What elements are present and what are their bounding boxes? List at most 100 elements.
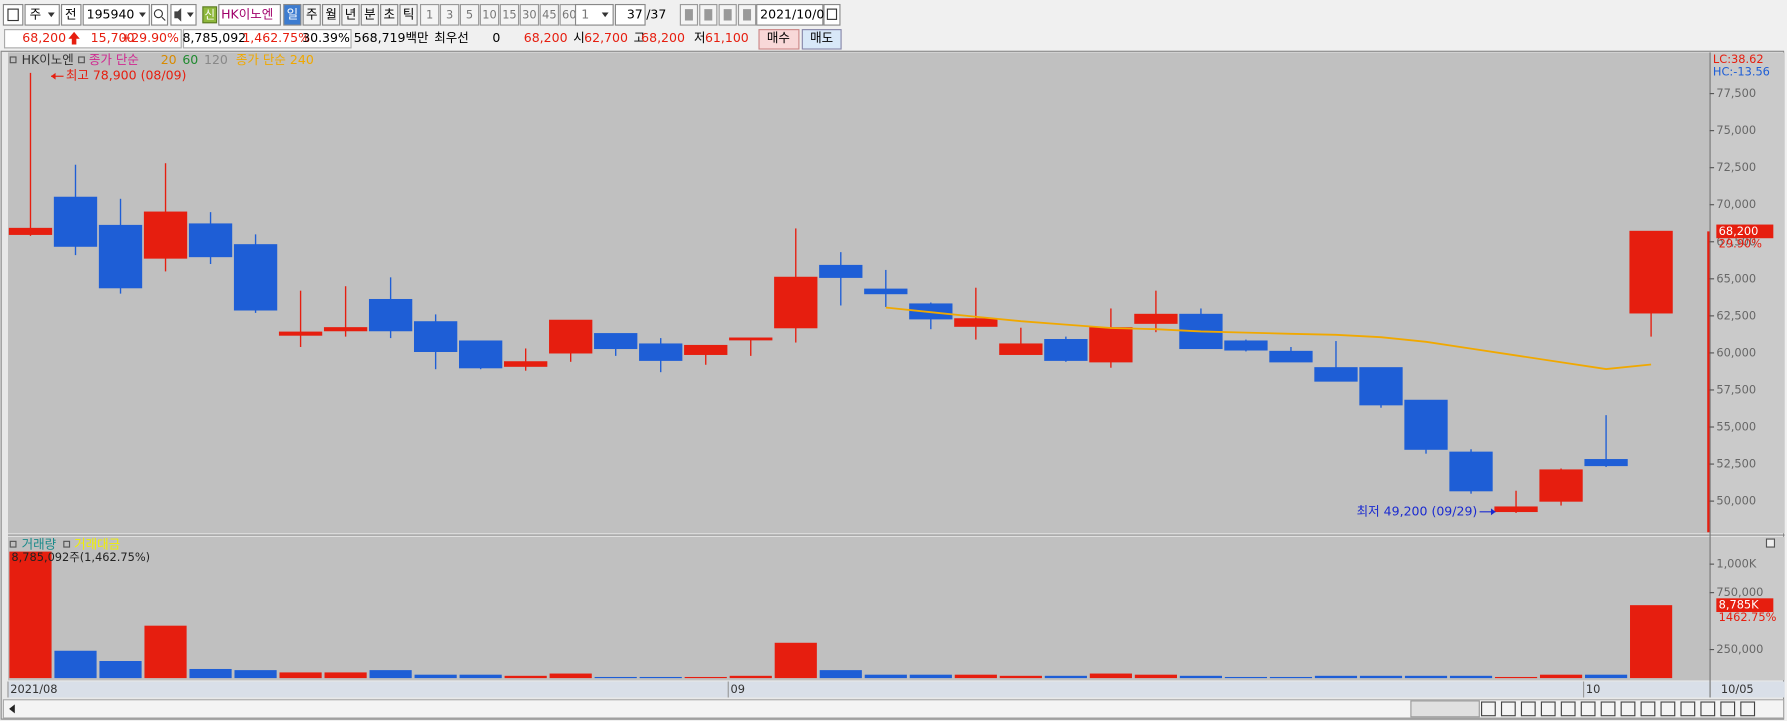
volume-bar (594, 676, 637, 679)
sell-button[interactable] (801, 29, 842, 50)
search-button[interactable] (151, 3, 169, 26)
period-button-text[interactable]: 초 (383, 6, 395, 21)
toolbar-icon[interactable] (1500, 701, 1516, 717)
period-button[interactable] (321, 3, 341, 26)
period-button[interactable] (360, 3, 379, 26)
buy-text[interactable]: 매수 (767, 30, 790, 45)
period-select[interactable] (24, 3, 60, 26)
toolbar-icon[interactable] (1720, 701, 1736, 717)
period-button[interactable] (380, 3, 399, 26)
interval-button[interactable] (459, 3, 480, 26)
interval-button-text[interactable]: 30 (522, 7, 536, 21)
interval-button-text[interactable]: 15 (502, 7, 516, 21)
interval-button[interactable] (539, 3, 560, 26)
candle-body (999, 343, 1043, 355)
sound-button[interactable] (170, 3, 197, 26)
count-input[interactable] (614, 3, 646, 26)
interval-button-text[interactable]: 1 (426, 7, 433, 21)
toolbar-icon[interactable] (1580, 701, 1596, 717)
x-axis-panel (7, 681, 1785, 698)
period-button[interactable] (341, 3, 360, 26)
toolbar-icon[interactable] (1700, 701, 1716, 717)
candle-body (594, 333, 638, 350)
scrollbar[interactable] (2, 699, 1785, 719)
quote-box (182, 29, 352, 49)
interval-button[interactable] (439, 3, 460, 26)
interval-button-text[interactable]: 10 (482, 7, 496, 21)
interval-button[interactable] (419, 3, 440, 26)
period-button-text[interactable]: 분 (364, 6, 376, 21)
toolbar-icon[interactable] (1640, 701, 1656, 717)
interval-button[interactable] (479, 3, 500, 26)
legend-box (9, 540, 17, 548)
dropdown-arrow (139, 12, 146, 18)
y-tick-label: 77,500 (1716, 86, 1756, 100)
unit-select[interactable] (574, 3, 614, 26)
period-button-text[interactable]: 월 (325, 6, 337, 21)
interval-button-text[interactable]: 45 (542, 7, 556, 21)
y-tick-label: 57,500 (1716, 382, 1756, 396)
scroll-thumb[interactable] (1410, 700, 1480, 718)
volume-bar (1449, 675, 1493, 679)
interval-button-text[interactable]: 60 (562, 7, 576, 21)
stock-name-box[interactable] (218, 3, 281, 26)
date-input[interactable] (756, 3, 824, 26)
candle-body (1134, 313, 1178, 324)
period-button[interactable] (399, 3, 418, 26)
volume-bar (1134, 674, 1177, 679)
period-button-text[interactable]: 틱 (403, 6, 415, 21)
code-input[interactable] (82, 3, 150, 26)
toolbar-icon[interactable] (1481, 701, 1496, 717)
toolbar-icon[interactable] (1600, 701, 1616, 717)
volume-bar (504, 675, 547, 679)
volume-bar (1269, 676, 1313, 679)
interval-button[interactable] (499, 3, 520, 26)
candle-body (1449, 451, 1493, 492)
legend-box (9, 56, 17, 64)
volume-bar (729, 675, 772, 679)
low: 61,100 (705, 30, 749, 45)
interval-button-text[interactable]: 5 (466, 7, 473, 21)
interval-button-text[interactable]: 3 (446, 7, 453, 21)
indicator-hc: HC:-13.56 (1713, 64, 1770, 78)
candle-body (1224, 340, 1268, 351)
toolbar-icon[interactable] (1620, 701, 1636, 717)
toolbar-icon[interactable] (1740, 701, 1756, 717)
candle-body (1359, 367, 1403, 406)
interval-button[interactable] (519, 3, 540, 26)
legend-ma-period: 20 (161, 52, 177, 67)
low-label: 저 (694, 30, 706, 45)
volume-bar (1044, 675, 1087, 679)
toolbar-icon[interactable] (1660, 701, 1676, 717)
candle-body (278, 331, 323, 336)
price-axis-panel (1709, 52, 1785, 534)
sell-text[interactable]: 매도 (810, 30, 833, 45)
toolbar-icon[interactable] (1560, 701, 1576, 717)
period-button-text[interactable]: 년 (345, 6, 357, 21)
chart-menu-button[interactable] (2, 3, 24, 26)
scroll-left[interactable] (9, 704, 15, 714)
toolbar-icon[interactable] (1540, 701, 1556, 717)
candle-body (8, 227, 53, 235)
panel-close-button[interactable] (1765, 538, 1776, 548)
toolbar-icon[interactable] (1520, 701, 1536, 717)
candle-body (954, 318, 998, 327)
calendar-button[interactable] (823, 3, 841, 26)
period-button-text[interactable]: 주 (306, 6, 318, 21)
volume-bar (1404, 675, 1448, 679)
volume-bar (999, 675, 1042, 679)
type-select[interactable] (60, 3, 82, 26)
volume-bar (1089, 673, 1132, 679)
buy-button[interactable] (758, 29, 800, 50)
period-button-text[interactable]: 일 (287, 6, 299, 21)
best-qty: 0 (492, 30, 500, 45)
period-button[interactable] (302, 3, 321, 26)
legend-series: 종가 단순 240 (236, 52, 314, 67)
volume-bar (1179, 675, 1223, 679)
candle-body (504, 361, 548, 367)
volume-bar (99, 661, 142, 679)
period-button[interactable] (283, 3, 302, 26)
toolbar-icon[interactable] (1680, 701, 1696, 717)
